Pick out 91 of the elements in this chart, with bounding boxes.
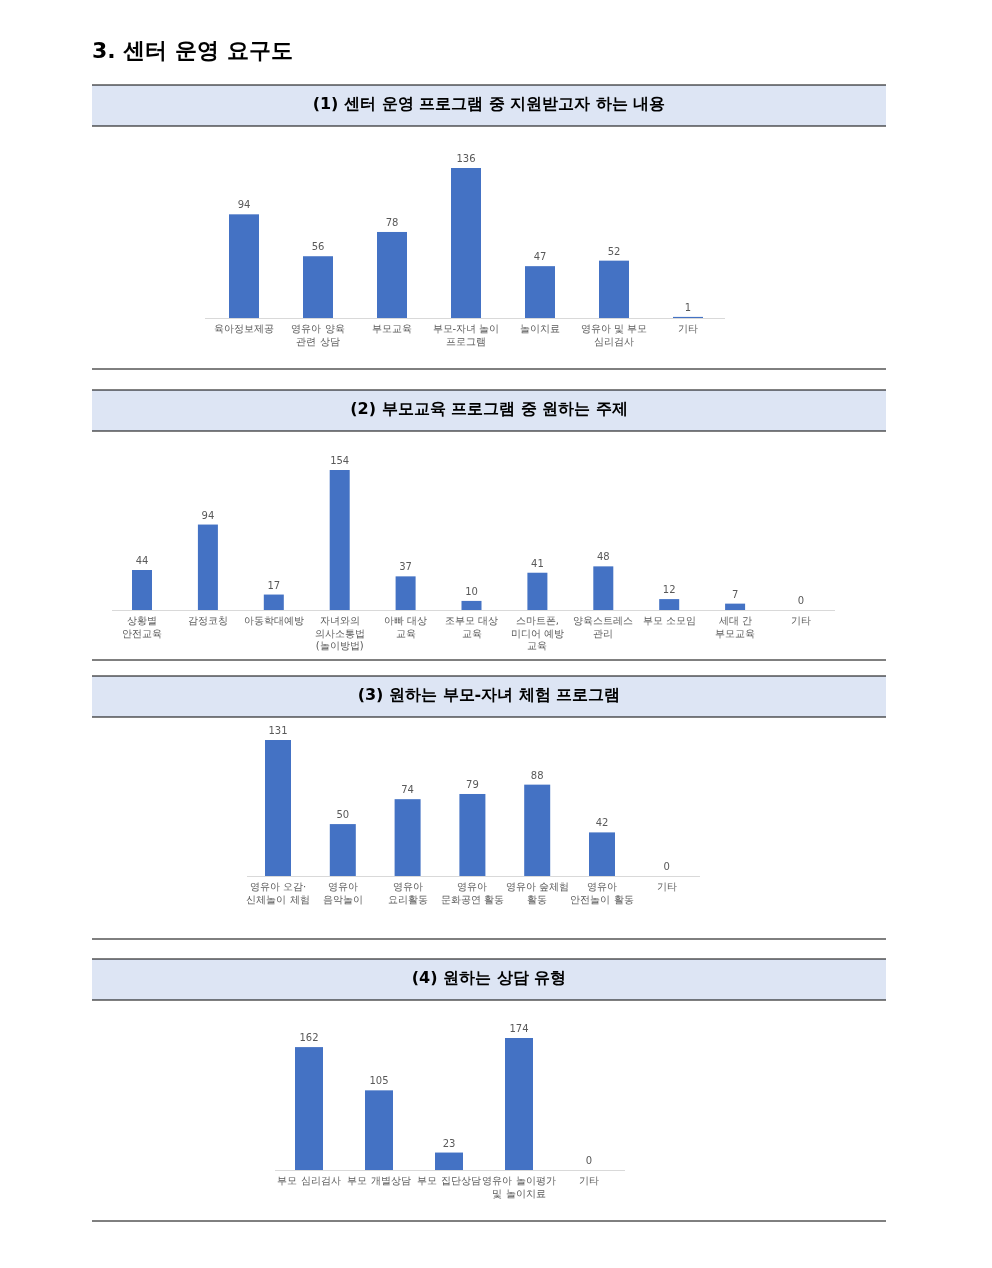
x-tick-label: 조부모 대상 교육 <box>443 615 500 640</box>
x-tick-label: 상황별 안전교육 <box>121 615 163 640</box>
data-label: 7 <box>731 588 739 600</box>
bar <box>329 824 356 876</box>
bar <box>659 599 680 610</box>
x-tick-label: 아동학대예방 <box>243 615 304 628</box>
x-tick-label: 영유아 놀이평가 및 놀이치료 <box>482 1175 556 1199</box>
data-label: 42 <box>595 817 609 829</box>
x-tick-label: 부모 소모임 <box>642 615 696 628</box>
bar <box>229 214 259 318</box>
data-label: 1 <box>684 301 692 313</box>
x-tick-label: 부모 개별상담 <box>347 1175 411 1188</box>
x-tick-label: 기타 <box>656 881 677 894</box>
x-tick-label: 부모교육 <box>372 323 412 336</box>
data-label: 12 <box>662 584 676 596</box>
data-label: 10 <box>465 585 478 597</box>
chart-title: (3) 원하는 부모-자녀 체험 프로그램 <box>356 685 622 706</box>
data-label: 0 <box>585 1155 593 1166</box>
x-tick-label: 기타 <box>579 1175 599 1188</box>
bar <box>435 1152 463 1170</box>
bar <box>505 1038 533 1170</box>
bar <box>459 793 486 876</box>
data-label: 162 <box>299 1032 319 1044</box>
data-label: 0 <box>663 861 670 872</box>
x-tick-label: 기타 <box>678 323 698 336</box>
x-tick-label: 기타 <box>791 615 811 628</box>
x-tick-label: 육아정보제공 <box>214 323 274 336</box>
data-label: 44 <box>135 555 149 566</box>
x-tick-label: 양육스트레스 관리 <box>572 615 635 640</box>
bar <box>197 524 218 610</box>
data-label: 52 <box>607 245 621 257</box>
bar <box>395 576 416 610</box>
bar <box>524 784 551 876</box>
bar <box>132 570 152 610</box>
bar <box>329 470 350 610</box>
data-label: 94 <box>201 509 215 521</box>
data-label: 56 <box>311 241 325 253</box>
x-tick-label: 스마트폰, 미디어 예방 교육 <box>509 615 565 653</box>
chart-subtitle: (1) 센터 운영 프로그램 중 지원받고자 하는 내용 <box>311 94 667 115</box>
data-label: 78 <box>385 216 399 228</box>
chart-title: (4) 원하는 상담 유형 <box>410 968 568 989</box>
x-tick-label: 부모-자녀 놀이 프로그램 <box>431 323 501 348</box>
bar <box>461 600 482 610</box>
x-tick-label: 부모 심리검사 <box>277 1175 341 1188</box>
data-label: 47 <box>533 251 547 263</box>
bar <box>263 594 284 610</box>
x-tick-label: 부모 집단상담 <box>417 1175 481 1188</box>
x-tick-label: 놀이치료 <box>520 323 560 336</box>
data-label: 17 <box>267 579 281 591</box>
x-tick-label: 감정코칭 <box>187 615 228 628</box>
bar <box>377 231 407 318</box>
bar <box>394 799 421 876</box>
data-label: 74 <box>401 784 414 796</box>
bar <box>589 832 615 876</box>
data-label: 105 <box>369 1075 389 1087</box>
x-tick-label: 영유아 요리활동 <box>386 881 429 906</box>
bar <box>525 266 555 318</box>
bar <box>303 256 333 318</box>
data-label: 41 <box>531 557 544 569</box>
data-label: 154 <box>330 455 350 466</box>
data-label: 88 <box>530 769 544 781</box>
chart-title: (2) 부모교육 프로그램 중 원하는 주제 <box>349 399 629 420</box>
bar <box>593 566 614 610</box>
x-tick-label: 영유아 음악놀이 <box>321 881 364 906</box>
x-tick-label: 영유아 문화공연 활동 <box>440 881 505 906</box>
x-tick-label: 자녀와의 의사소통법(놀이방법) <box>313 615 366 653</box>
x-tick-label: 영유아 및 부모 심리검사 <box>579 323 649 348</box>
data-label: 23 <box>442 1137 456 1149</box>
x-tick-label: 세대 간 부모교육 <box>714 615 757 640</box>
x-tick-label: 아빠 대상 교육 <box>383 615 429 640</box>
bar <box>599 260 629 318</box>
data-label: 79 <box>466 778 479 790</box>
bar <box>527 572 548 610</box>
x-tick-label: 영유아 숲체험 활동 <box>505 881 569 906</box>
bar <box>365 1090 393 1170</box>
bar <box>725 603 746 610</box>
x-tick-label: 영유아 오감·신체놀이 체험 <box>246 881 310 906</box>
data-label: 37 <box>399 561 412 573</box>
data-label: 0 <box>797 595 805 606</box>
bar <box>265 740 291 876</box>
bar <box>451 168 481 318</box>
x-tick-label: 영유아 안전놀이 활동 <box>570 881 634 906</box>
data-label: 94 <box>237 199 251 211</box>
data-label: 136 <box>456 153 476 164</box>
data-label: 50 <box>336 809 350 821</box>
data-label: 131 <box>268 725 288 736</box>
x-tick-label: 영유아 양육 관련 상담 <box>290 323 346 348</box>
bar <box>295 1047 323 1170</box>
data-label: 174 <box>509 1023 529 1034</box>
chart-title: 3. 센터 운영 요구도 <box>92 37 293 65</box>
data-label: 48 <box>596 551 610 563</box>
